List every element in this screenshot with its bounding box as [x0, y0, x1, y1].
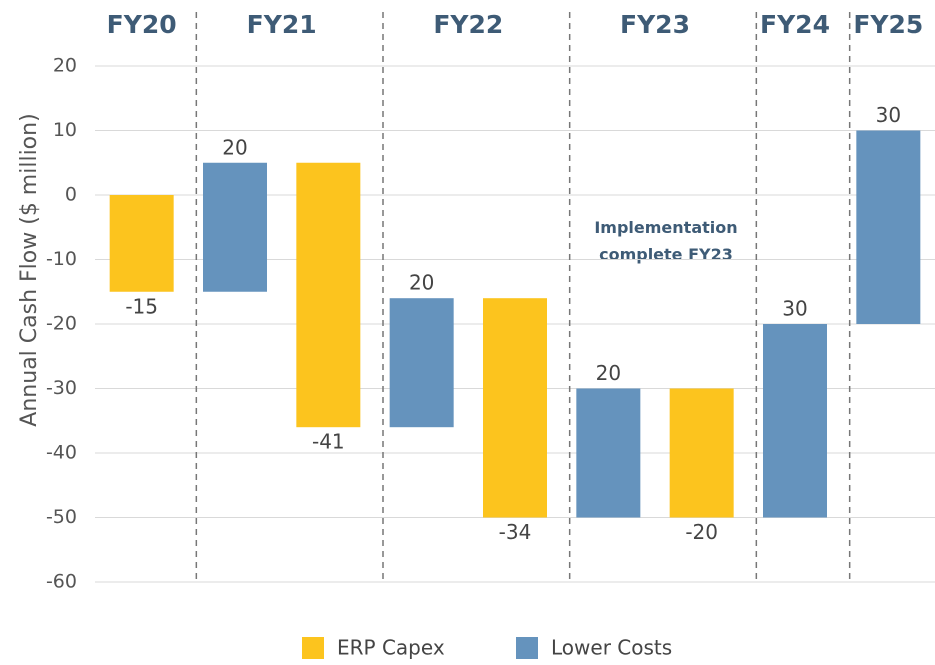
bar — [109, 195, 174, 292]
y-tick-label: 0 — [65, 184, 77, 206]
y-tick-label: -30 — [46, 377, 77, 399]
y-tick-label: -20 — [46, 313, 77, 335]
y-axis-label: Annual Cash Flow ($ million) — [17, 113, 42, 426]
y-tick-label: -60 — [46, 571, 77, 593]
value-label: 20 — [222, 135, 247, 159]
bar — [203, 162, 267, 292]
value-label: 20 — [409, 271, 434, 295]
fiscal-year-label: FY25 — [853, 10, 923, 39]
value-label: -34 — [499, 520, 532, 544]
value-label: 30 — [782, 297, 807, 321]
y-tick-label: -10 — [46, 248, 77, 270]
legend-swatch — [302, 637, 324, 659]
bar — [763, 324, 827, 518]
value-label: -41 — [312, 430, 345, 454]
y-tick-label: -40 — [46, 442, 77, 464]
fiscal-year-label: FY20 — [107, 10, 177, 39]
fiscal-year-label: FY24 — [760, 10, 830, 39]
bar — [483, 298, 547, 518]
fiscal-year-label: FY23 — [620, 10, 690, 39]
annotation: Implementation complete FY23 — [594, 218, 737, 264]
legend-label: ERP Capex — [337, 636, 445, 660]
bar — [856, 130, 921, 324]
fiscal-year-label: FY22 — [433, 10, 503, 39]
value-label: -20 — [685, 520, 718, 544]
fiscal-year-label: FY21 — [247, 10, 317, 39]
y-tick-label: -50 — [46, 506, 77, 528]
legend-swatch — [516, 637, 538, 659]
value-label: 20 — [596, 361, 621, 385]
bar — [389, 298, 454, 428]
y-tick-label: 20 — [53, 55, 77, 77]
value-label: 30 — [876, 103, 901, 127]
y-tick-label: 10 — [53, 119, 77, 141]
bar — [576, 388, 641, 518]
legend-label: Lower Costs — [551, 636, 672, 660]
value-label: -15 — [125, 294, 158, 318]
bar — [296, 162, 361, 428]
bar — [669, 388, 734, 518]
